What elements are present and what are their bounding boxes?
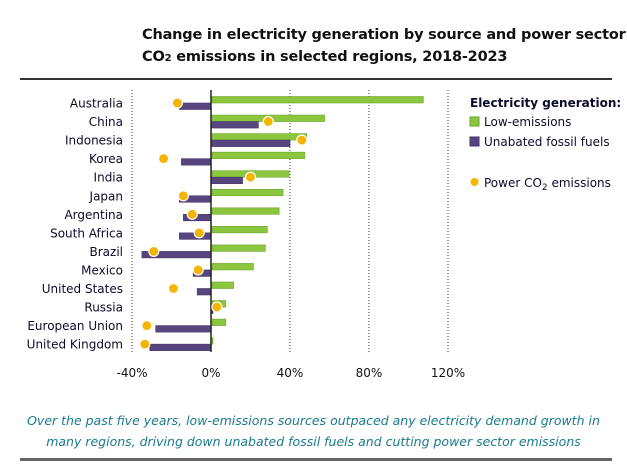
- bar-low-emissions-australia: [211, 96, 424, 104]
- chart-title-line-1: Change in electricity generation by sour…: [142, 27, 626, 43]
- caption-line-2: many regions, driving down unabated foss…: [46, 434, 581, 449]
- title-subscript: 2: [164, 53, 172, 64]
- y-label-united-states: United States: [42, 282, 123, 296]
- dot-power-co2-south-africa: [193, 227, 205, 239]
- bar-unabated-fossil-korea: [181, 158, 212, 166]
- legend-title: Electricity generation:: [470, 96, 621, 110]
- x-tick-label-80-: 80%: [356, 366, 383, 380]
- legend-label-power-co2: Power CO2 emissions: [484, 176, 611, 193]
- y-label-argentina: Argentina: [64, 208, 123, 222]
- bar-unabated-fossil-china: [210, 121, 259, 129]
- legend-label-unabated-fossil: Unabated fossil fuels: [484, 135, 610, 149]
- gridlines: [131, 90, 449, 352]
- dot-power-co2-russia: [211, 301, 223, 313]
- dot-power-co2-australia: [171, 97, 184, 109]
- y-label-japan: Japan: [89, 189, 123, 203]
- dot-power-co2-united-kingdom: [139, 338, 151, 350]
- y-axis-labels: Australia China Indonesia Korea India Japan Ar…: [27, 97, 123, 352]
- title-co-text: CO: [142, 49, 165, 65]
- bar-low-emissions-united-states: [211, 281, 235, 289]
- y-label-china: China: [89, 115, 123, 129]
- caption-line-1: Over the past five years, low-emissions …: [27, 413, 600, 428]
- legend-marker-power-co2: [470, 178, 479, 186]
- bar-unabated-fossil-united-kingdom: [149, 343, 212, 351]
- dot-power-co2-korea: [158, 153, 170, 165]
- bar-low-emissions-united-kingdom: [211, 337, 214, 345]
- caption: Over the past five years, low-emissions …: [0, 410, 627, 452]
- y-label-mexico: Mexico: [81, 263, 123, 277]
- legend: Electricity generation: Low-emissions Un…: [469, 96, 621, 193]
- bar-low-emissions-south-africa: [211, 226, 268, 234]
- x-tick-label--40-: -40%: [116, 366, 147, 380]
- bar-low-emissions-indonesia: [211, 133, 308, 141]
- dot-power-co2-india: [244, 171, 257, 183]
- y-label-united-kingdom: United Kingdom: [27, 338, 123, 352]
- dot-power-co2-united-states: [167, 282, 180, 295]
- x-tick-label-40-: 40%: [277, 366, 304, 380]
- dot-power-co2-argentina: [186, 208, 198, 220]
- bars: [141, 96, 424, 351]
- bar-low-emissions-brazil: [211, 244, 266, 252]
- y-label-european-union: European Union: [27, 319, 123, 333]
- bar-unabated-fossil-united-states: [196, 288, 212, 296]
- bar-low-emissions-argentina: [211, 207, 280, 215]
- title-rest-text: emissions in selected regions, 2018-2023: [171, 49, 508, 65]
- dot-power-co2-mexico: [192, 264, 204, 276]
- chart-title-line-2: CO2 emissions in selected regions, 2018-…: [142, 46, 627, 70]
- dot-power-co2-japan: [177, 190, 189, 202]
- chart-title: Change in electricity generation by sour…: [0, 24, 627, 70]
- y-label-indonesia: Indonesia: [65, 134, 123, 148]
- top-divider: [20, 78, 612, 80]
- x-tick-label-120-: 120%: [431, 366, 465, 380]
- chart-area: Australia China Indonesia Korea India Japan Ar…: [27, 90, 621, 380]
- y-label-south-africa: South Africa: [50, 226, 123, 240]
- dot-power-co2-china: [262, 115, 274, 128]
- dots: [139, 97, 308, 350]
- dot-power-co2-indonesia: [296, 134, 308, 146]
- bar-low-emissions-mexico: [211, 263, 254, 271]
- bar-low-emissions-japan: [211, 188, 284, 197]
- legend-swatch-unabated-fossil: [469, 136, 480, 147]
- dot-power-co2-european-union: [141, 320, 153, 332]
- bar-unabated-fossil-indonesia: [210, 139, 291, 147]
- bar-low-emissions-european-union: [211, 318, 227, 326]
- dot-power-co2-brazil: [148, 245, 160, 257]
- bar-unabated-fossil-european-union: [155, 325, 212, 333]
- y-label-russia: Russia: [84, 301, 123, 315]
- legend-swatch-low-emissions: [469, 116, 480, 127]
- y-label-brazil: Brazil: [90, 245, 124, 259]
- x-tick-label-0-: 0%: [201, 366, 220, 380]
- y-label-korea: Korea: [89, 152, 123, 166]
- bar-low-emissions-korea: [211, 151, 306, 159]
- y-label-india: India: [94, 171, 123, 185]
- x-axis-labels: -40% 0% 40% 80% 120%: [116, 366, 465, 380]
- bar-unabated-fossil-australia: [179, 102, 212, 110]
- y-label-australia: Australia: [70, 97, 123, 111]
- bottom-divider: [20, 458, 612, 461]
- legend-label-low-emissions: Low-emissions: [484, 115, 571, 129]
- bar-unabated-fossil-india: [210, 176, 243, 184]
